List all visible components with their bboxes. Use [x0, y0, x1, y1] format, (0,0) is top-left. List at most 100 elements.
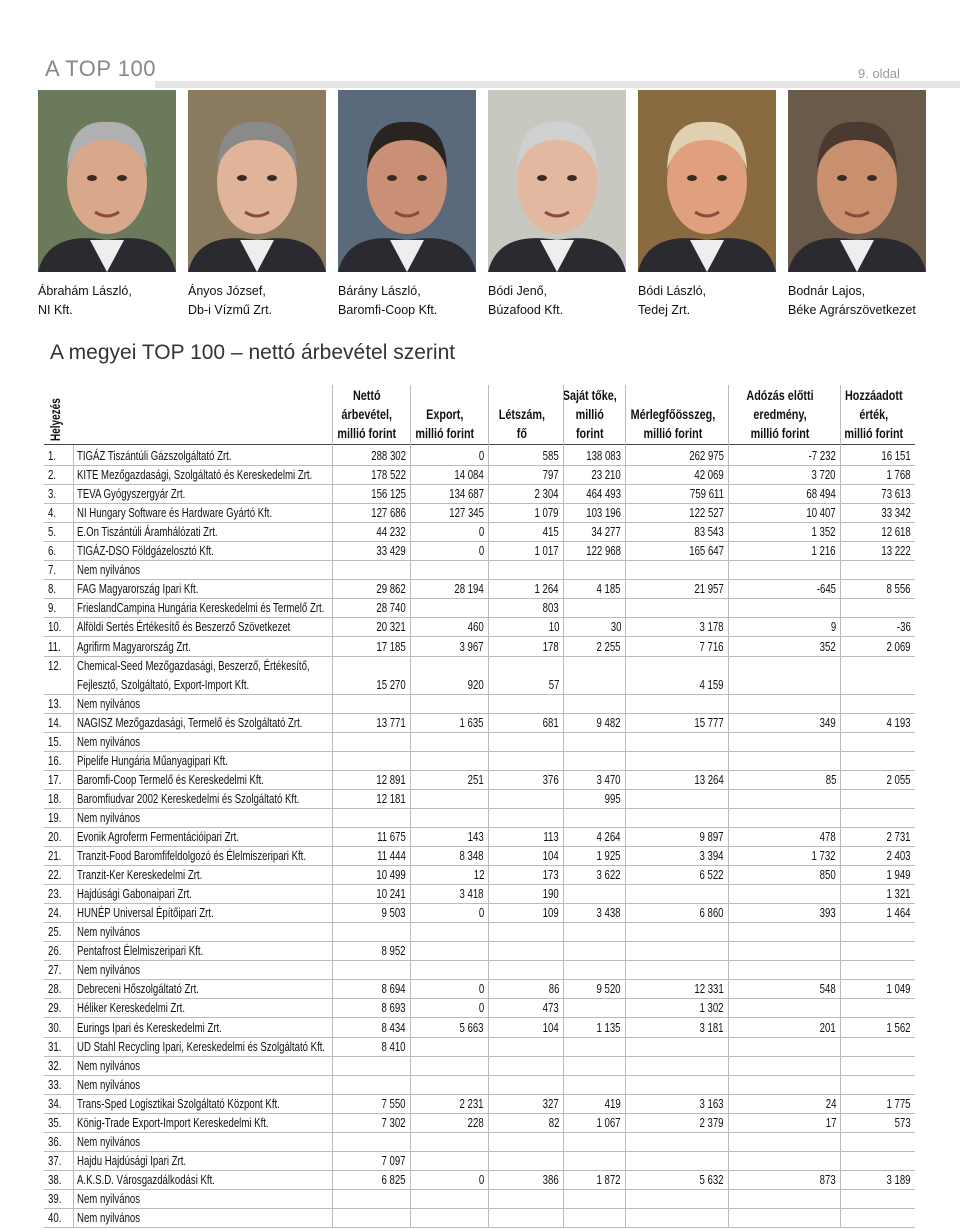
value [488, 941, 559, 960]
value: 1 768 [840, 465, 911, 484]
value [625, 941, 724, 960]
rank: 6. [48, 541, 73, 560]
row-rule [44, 617, 915, 618]
company-name: Héliker Kereskedelmi Zrt. [77, 998, 332, 1017]
value: 10 499 [332, 865, 406, 884]
cell-text: 13. [48, 695, 62, 711]
rank: 21. [48, 846, 73, 865]
cell-text: 38. [48, 1171, 62, 1187]
value: 122 968 [563, 541, 621, 560]
value: 3 418 [410, 884, 484, 903]
cell-text: 138 083 [586, 448, 621, 463]
cell-text: 143 [467, 829, 484, 844]
cell-text: 85 [825, 771, 836, 787]
cell-text: 1 321 [886, 886, 911, 902]
cell-text: 32. [48, 1057, 62, 1073]
cell-text: Debreceni Hőszolgáltató Zrt. [77, 981, 199, 997]
value [332, 694, 406, 713]
column-rule [625, 385, 626, 1227]
row-rule [44, 1017, 915, 1018]
value [840, 1037, 911, 1056]
value: 995 [563, 789, 621, 808]
value [625, 960, 724, 979]
cell-text: 8 434 [381, 1019, 406, 1035]
value: 86 [488, 979, 559, 998]
cell-text: 2 403 [886, 848, 911, 864]
value: 8 434 [332, 1018, 406, 1037]
row-rule [44, 979, 915, 980]
cell-text: 0 [478, 981, 484, 997]
value: 13 264 [625, 770, 724, 789]
row-rule [44, 998, 915, 999]
value [410, 598, 484, 617]
photo [638, 90, 776, 272]
portrait [38, 90, 176, 272]
cell-text: 3. [48, 486, 57, 502]
value [625, 922, 724, 941]
value [840, 1056, 911, 1075]
row-rule [44, 865, 915, 866]
value [840, 941, 911, 960]
value: 15 270 [332, 675, 406, 694]
value [840, 560, 911, 579]
cell-text: 11 675 [377, 829, 406, 844]
rank: 14. [48, 713, 73, 732]
value: 2 231 [410, 1094, 484, 1113]
value [625, 694, 724, 713]
value [840, 922, 911, 941]
column-rule [563, 385, 564, 1227]
value: 8 556 [840, 579, 911, 598]
cell-text: 0 [478, 1171, 484, 1187]
value: 3 720 [728, 465, 836, 484]
value: 8 694 [332, 979, 406, 998]
value [332, 1189, 406, 1208]
value [840, 598, 911, 617]
value: 4 159 [625, 675, 724, 694]
cell-text: Tranzit-Ker Kereskedelmi Zrt. [77, 867, 203, 883]
cell-text: 165 647 [689, 543, 724, 559]
value [488, 808, 559, 827]
value [563, 922, 621, 941]
company-name: Tranzit-Ker Kereskedelmi Zrt. [77, 865, 332, 884]
value: 10 [488, 617, 559, 636]
value [563, 1075, 621, 1094]
value: 85 [728, 770, 836, 789]
value: 585 [488, 446, 559, 465]
cell-text: 16 151 [881, 448, 911, 463]
value: 262 975 [625, 446, 724, 465]
column-header: Export, millió forint [402, 383, 488, 443]
cell-text: 850 [819, 867, 836, 883]
cell-text: Eurings Ipari és Kereskedelmi Zrt. [77, 1019, 222, 1035]
cell-text: 10 499 [376, 867, 406, 883]
value [488, 1075, 559, 1094]
row-rule [44, 1189, 915, 1190]
value: 460 [410, 617, 484, 636]
company-name: NAGISZ Mezőgazdasági, Termelő és Szolgál… [77, 713, 332, 732]
cell-text: 759 611 [689, 486, 724, 502]
value: 103 196 [563, 503, 621, 522]
cell-text: 26. [48, 943, 62, 959]
value [332, 808, 406, 827]
value: 2 403 [840, 846, 911, 865]
value: 12 [410, 865, 484, 884]
value: 17 [728, 1113, 836, 1132]
cell-text: Hajdu Hajdúsági Ipari Zrt. [77, 1152, 187, 1168]
value [563, 675, 621, 694]
cell-text: 6 860 [699, 905, 724, 921]
value [840, 960, 911, 979]
cell-text: 9 520 [596, 981, 621, 997]
cell-text: TEVA Gyógyszergyár Zrt. [77, 486, 186, 502]
value [625, 1132, 724, 1151]
cell-text: Hajdúsági Gabonaipari Zrt. [77, 886, 192, 902]
value [728, 675, 836, 694]
cell-text: 23 210 [591, 467, 621, 483]
value: 190 [488, 884, 559, 903]
cell-text: 548 [819, 981, 836, 997]
cell-text: 3 189 [886, 1171, 911, 1187]
value [410, 1056, 484, 1075]
value [563, 1132, 621, 1151]
cell-text: Héliker Kereskedelmi Zrt. [77, 1000, 185, 1016]
cell-text: 1 635 [459, 714, 484, 730]
rank: 16. [48, 751, 73, 770]
rank: 11. [48, 637, 73, 656]
